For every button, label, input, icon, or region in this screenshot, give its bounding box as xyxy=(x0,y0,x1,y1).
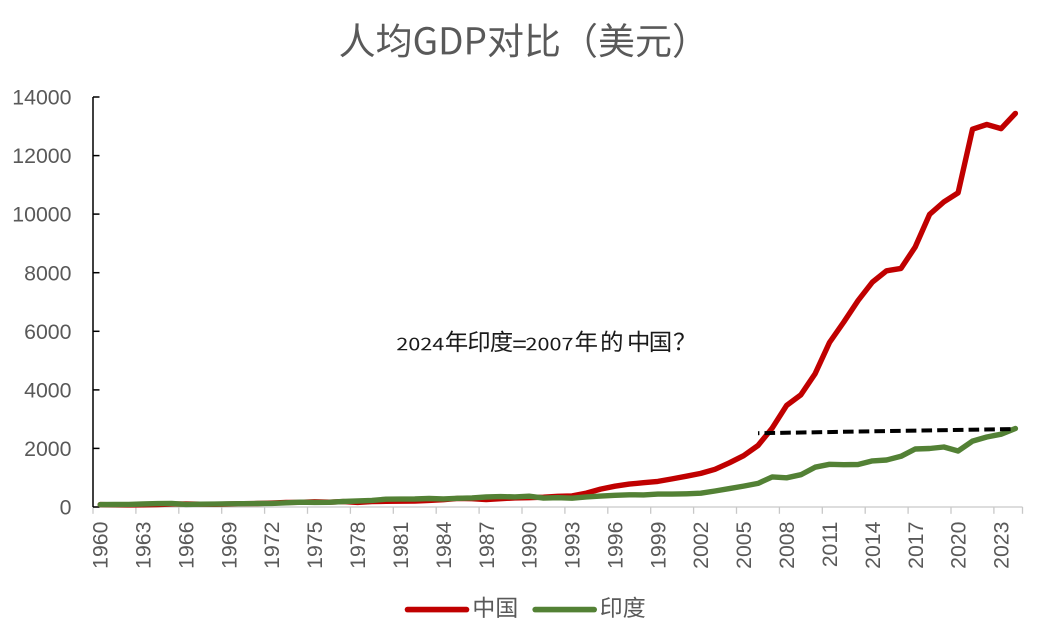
svg-text:1975: 1975 xyxy=(303,522,327,569)
svg-text:2014: 2014 xyxy=(861,521,885,569)
svg-text:2011: 2011 xyxy=(818,522,842,568)
svg-text:1999: 1999 xyxy=(646,522,670,569)
svg-text:1969: 1969 xyxy=(217,522,241,569)
svg-text:2002: 2002 xyxy=(689,522,713,569)
svg-text:2008: 2008 xyxy=(775,522,799,569)
svg-text:8000: 8000 xyxy=(24,261,72,285)
svg-text:0: 0 xyxy=(60,496,72,520)
svg-text:1966: 1966 xyxy=(175,522,199,569)
svg-text:12000: 12000 xyxy=(12,144,71,168)
svg-text:2005: 2005 xyxy=(732,522,756,569)
svg-text:1993: 1993 xyxy=(561,522,585,569)
svg-text:1987: 1987 xyxy=(475,522,499,569)
svg-text:1960: 1960 xyxy=(89,521,113,569)
svg-text:2020: 2020 xyxy=(947,521,971,569)
svg-text:1978: 1978 xyxy=(346,522,370,569)
svg-text:1984: 1984 xyxy=(432,521,456,569)
svg-text:6000: 6000 xyxy=(24,320,72,344)
svg-text:2023: 2023 xyxy=(990,522,1014,569)
svg-text:1963: 1963 xyxy=(132,522,156,569)
svg-text:4000: 4000 xyxy=(24,379,72,403)
svg-text:14000: 14000 xyxy=(12,86,71,110)
svg-text:2017: 2017 xyxy=(904,522,928,569)
svg-text:1972: 1972 xyxy=(260,522,284,569)
svg-text:10000: 10000 xyxy=(12,203,71,227)
svg-text:1981: 1981 xyxy=(389,522,413,569)
svg-text:1990: 1990 xyxy=(518,521,542,569)
svg-text:1996: 1996 xyxy=(604,522,628,569)
svg-text:2000: 2000 xyxy=(24,437,72,461)
